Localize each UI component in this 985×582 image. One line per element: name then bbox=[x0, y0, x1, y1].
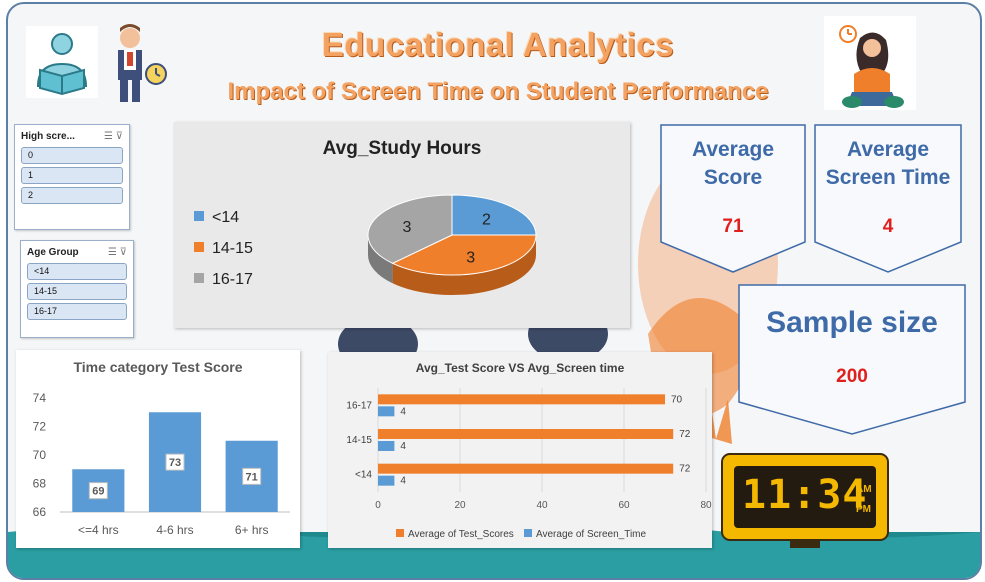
high-score-slicer: High scre... ☰ ⊽ 0 1 2 bbox=[14, 124, 130, 230]
data-label: 72 bbox=[679, 464, 691, 475]
slicer-item[interactable]: 1 bbox=[21, 167, 123, 184]
average-score-card: Average Score 71 bbox=[660, 124, 806, 274]
legend-swatch bbox=[194, 211, 204, 221]
chart-title: Avg_Test Score VS Avg_Screen time bbox=[416, 361, 625, 375]
data-label: 70 bbox=[671, 394, 683, 405]
x-tick-label: 4-6 hrs bbox=[156, 523, 193, 537]
y-tick-label: 72 bbox=[33, 420, 47, 434]
data-label-box bbox=[88, 482, 108, 500]
legend-swatch bbox=[194, 242, 204, 252]
x-tick-label: 40 bbox=[536, 500, 548, 511]
slicer-item[interactable]: 16-17 bbox=[27, 303, 127, 320]
sample-size-card: Sample size 200 bbox=[738, 284, 966, 436]
bar-chart-svg: Avg_Test Score VS Avg_Screen time 0 20 40 6… bbox=[346, 361, 712, 540]
bar bbox=[378, 394, 665, 405]
data-label-box bbox=[242, 467, 262, 485]
x-tick-label: 6+ hrs bbox=[235, 523, 269, 537]
test-vs-screen-chart[interactable]: Avg_Test Score VS Avg_Screen time 0 20 40 6… bbox=[328, 352, 712, 548]
kpi-label: Sample size bbox=[766, 306, 938, 339]
y-tick-label: 66 bbox=[33, 505, 47, 519]
column-chart-svg: Time category Test Score 66 68 70 72 74 69 <=4… bbox=[33, 359, 290, 537]
legend-swatch bbox=[396, 529, 404, 537]
bar bbox=[378, 475, 395, 486]
data-label: 69 bbox=[92, 486, 104, 498]
teacher-thinking-icon bbox=[824, 16, 916, 110]
clear-filter-icon[interactable]: ⊽ bbox=[115, 131, 123, 142]
multi-select-icon[interactable]: ☰ bbox=[103, 131, 113, 142]
legend-label: Average of Test_Scores bbox=[408, 529, 514, 540]
kpi-label: Average bbox=[691, 138, 775, 161]
x-tick-label: 20 bbox=[454, 500, 466, 511]
legend-label: 16-17 bbox=[212, 271, 253, 288]
pie-slice bbox=[367, 194, 453, 264]
legend-label: 14-15 bbox=[212, 240, 253, 257]
multi-select-icon[interactable]: ☰ bbox=[107, 247, 117, 258]
kpi-label: Screen Time bbox=[825, 166, 951, 189]
age-group-slicer: Age Group ☰ ⊽ <14 14-15 16-17 bbox=[20, 240, 134, 338]
x-tick-label: 60 bbox=[618, 500, 630, 511]
data-label: 71 bbox=[246, 471, 258, 483]
slicer-item[interactable]: 14-15 bbox=[27, 283, 127, 300]
chart-title: Time category Test Score bbox=[73, 359, 242, 375]
y-tick-label: 74 bbox=[33, 391, 47, 405]
time-category-score-chart[interactable]: Time category Test Score 66 68 70 72 74 69 <=4… bbox=[16, 350, 300, 548]
kpi-label: Average bbox=[846, 138, 930, 161]
page-subtitle: Impact of Screen Time on Student Perform… bbox=[227, 78, 769, 105]
kpi-value: 4 bbox=[882, 216, 894, 237]
bar bbox=[378, 463, 674, 474]
data-label: 3 bbox=[466, 249, 475, 266]
kpi-value: 71 bbox=[722, 216, 744, 237]
slicer-title: Age Group bbox=[27, 247, 79, 258]
legend-swatch bbox=[524, 529, 532, 537]
clock-am: AM bbox=[856, 484, 872, 495]
clock-pm: PM bbox=[856, 504, 871, 515]
bar bbox=[378, 406, 395, 417]
legend-label: Average of Screen_Time bbox=[536, 529, 646, 540]
digital-clock: 11:34 AM PM bbox=[720, 448, 890, 550]
slicer-item[interactable]: 2 bbox=[21, 187, 123, 204]
average-screen-time-card: Average Screen Time 4 bbox=[814, 124, 962, 274]
pie-chart-svg: Avg_Study Hours <14 14-15 16-17 2 3 3 bbox=[194, 138, 537, 295]
legend-label: <14 bbox=[212, 209, 239, 226]
bar bbox=[378, 429, 674, 439]
x-tick-label: <=4 hrs bbox=[78, 523, 119, 537]
data-label: 3 bbox=[403, 219, 412, 236]
kpi-label: Score bbox=[703, 166, 763, 189]
y-tick-label: 68 bbox=[33, 477, 47, 491]
kpi-value: 200 bbox=[836, 366, 868, 387]
page-title: Educational Analytics bbox=[321, 26, 675, 63]
reading-student-icon bbox=[26, 26, 98, 98]
data-label: 4 bbox=[400, 476, 406, 487]
study-hours-pie-chart[interactable]: Avg_Study Hours <14 14-15 16-17 2 3 3 bbox=[174, 122, 630, 328]
slicer-item[interactable]: 0 bbox=[21, 147, 123, 164]
clock-time: 11:34 bbox=[742, 472, 868, 518]
chart-title: Avg_Study Hours bbox=[323, 138, 482, 159]
x-tick-label: 0 bbox=[375, 500, 381, 511]
data-label: 4 bbox=[400, 406, 406, 417]
dashboard-frame: Educational Analytics Impact of Screen T… bbox=[6, 2, 982, 580]
pie-slice bbox=[451, 194, 537, 236]
pie-slice bbox=[391, 234, 537, 276]
data-label-box bbox=[165, 453, 185, 471]
pie-slice-side bbox=[368, 235, 393, 284]
student-clock-icon bbox=[108, 22, 170, 104]
legend-swatch bbox=[194, 273, 204, 283]
slicer-title: High scre... bbox=[21, 131, 75, 142]
pie-slice-side bbox=[392, 235, 536, 295]
data-label: 72 bbox=[679, 429, 691, 440]
clear-filter-icon[interactable]: ⊽ bbox=[119, 247, 127, 258]
bar bbox=[378, 441, 395, 451]
x-tick-label: 80 bbox=[700, 500, 712, 511]
slicer-item[interactable]: <14 bbox=[27, 263, 127, 280]
y-tick-label: 14-15 bbox=[346, 435, 372, 446]
y-tick-label: 16-17 bbox=[346, 400, 372, 411]
data-label: 2 bbox=[482, 212, 491, 229]
data-label: 73 bbox=[169, 457, 181, 469]
data-label: 4 bbox=[400, 441, 406, 452]
y-tick-label: 70 bbox=[33, 448, 47, 462]
y-tick-label: <14 bbox=[355, 470, 372, 481]
